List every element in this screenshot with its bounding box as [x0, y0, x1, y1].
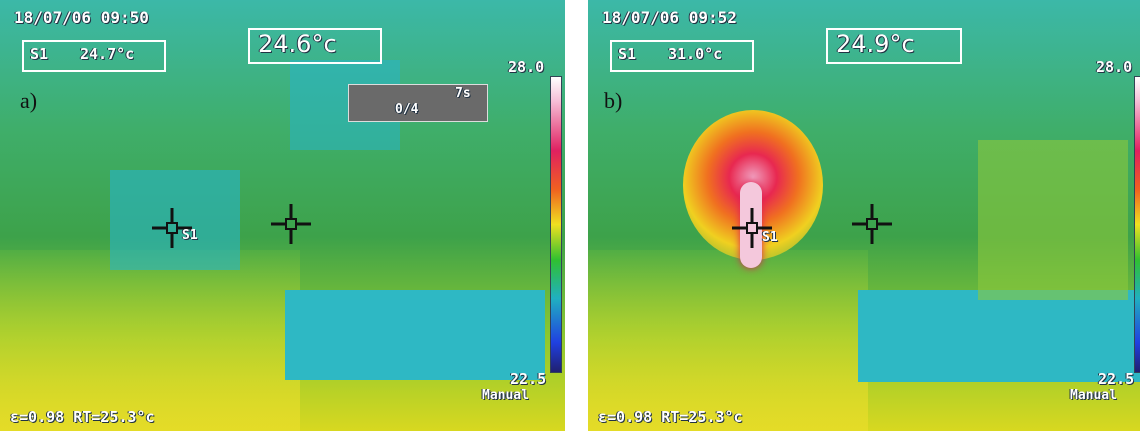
center-value: 24.6°c — [258, 30, 337, 58]
color-scale — [1134, 76, 1140, 373]
warm-region — [978, 140, 1128, 300]
mode: Manual — [482, 388, 529, 403]
warm-region — [0, 250, 300, 431]
scale-max: 28.0 — [508, 58, 544, 76]
warm-region — [588, 250, 868, 431]
timestamp: 18/07/06 09:52 — [602, 8, 737, 27]
spot-value: 31.0°c — [668, 45, 722, 63]
center-value: 24.9°c — [836, 30, 915, 58]
color-scale — [550, 76, 562, 373]
counter: 0/4 — [395, 102, 418, 117]
cool-region — [858, 290, 1140, 382]
crosshair-label: S1 — [182, 228, 198, 243]
timestamp: 18/07/06 09:50 — [14, 8, 149, 27]
mode: Manual — [1070, 388, 1117, 403]
thermal-panel: 18/07/06 09:52 S1 31.0°c 24.9°c b) 28.0 … — [588, 0, 1140, 431]
center-crosshair — [852, 204, 892, 244]
panel-letter: a) — [20, 88, 37, 114]
crosshair-label: S1 — [762, 230, 778, 245]
scale-max: 28.0 — [1096, 58, 1132, 76]
spot-label: S1 — [30, 45, 48, 63]
cool-region — [285, 290, 545, 380]
spot-label: S1 — [618, 45, 636, 63]
spot-value: 24.7°c — [80, 45, 134, 63]
center-crosshair — [271, 204, 311, 244]
page: {"panels": [ {"letter": "a)", "timestamp… — [0, 0, 1140, 431]
scale-min: 22.5 — [510, 370, 546, 388]
status: ε=0.98 RT=25.3°c — [598, 408, 743, 426]
thermal-panel: 18/07/06 09:50 S1 24.7°c 24.6°c a) 7s 0/… — [0, 0, 565, 431]
scale-min: 22.5 — [1098, 370, 1134, 388]
panel-letter: b) — [604, 88, 622, 114]
timer: 7s — [455, 86, 471, 101]
status: ε=0.98 RT=25.3°c — [10, 408, 155, 426]
